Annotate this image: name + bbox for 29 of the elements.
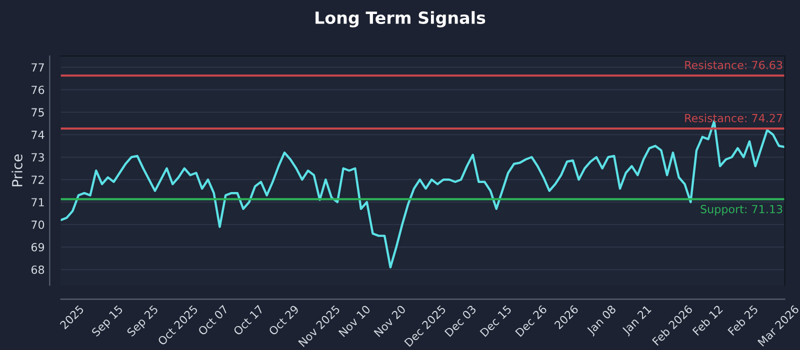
y-tick-label: 77: [32, 63, 44, 72]
y-tick-label: 68: [31, 265, 44, 274]
y-axis-title: Price: [12, 154, 22, 186]
x-tick-label: Dec 26: [514, 304, 548, 338]
x-tick-label: Nov 10: [338, 304, 371, 338]
y-tick-label: 74: [32, 130, 44, 139]
y-tick-label: 71: [32, 198, 44, 206]
x-tick-label: Oct 17: [232, 304, 264, 336]
x-tick-label: Oct 07: [198, 304, 228, 336]
x-tick-label: Feb 12: [692, 304, 723, 336]
x-tick-label: Feb 25: [727, 304, 758, 336]
x-tick-label: Jan 21: [621, 304, 653, 337]
x-tick-label: Nov 20: [374, 304, 406, 338]
y-tick-label: 69: [31, 243, 44, 252]
x-tick-label: Jan 08: [586, 304, 618, 337]
y-tick-label: 73: [32, 153, 44, 162]
ref-line-label: Resistance: 74.27: [685, 114, 782, 122]
x-tick-label: Sep 25: [126, 304, 160, 338]
chart-title: Long Term Signals: [316, 11, 486, 28]
ref-line-label: Resistance: 76.63: [685, 60, 782, 70]
x-tick-label: Dec 15: [480, 304, 512, 338]
x-tick-label: Sep 15: [91, 304, 125, 338]
x-tick-label: Dec 03: [444, 304, 477, 338]
x-tick-label: Oct 29: [268, 304, 300, 336]
ref-line-label: Support: 71.13: [700, 204, 782, 216]
y-tick-label: 75: [32, 108, 44, 117]
y-tick-label: 70: [32, 220, 44, 229]
y-tick-label: 72: [32, 176, 44, 184]
y-tick-label: 76: [32, 86, 44, 94]
